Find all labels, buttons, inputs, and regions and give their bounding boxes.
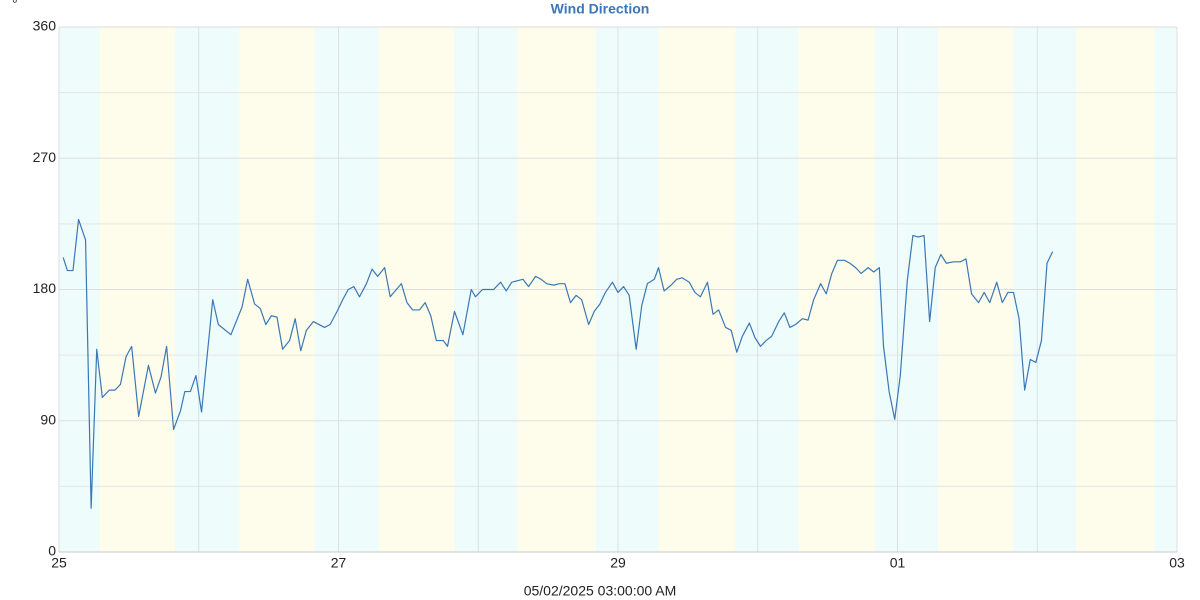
x-tick-label: 03: [1169, 555, 1185, 571]
y-tick-label: 90: [40, 411, 56, 427]
y-unit: °: [12, 0, 18, 12]
y-tick-label: 270: [33, 149, 57, 165]
y-tick-label: 0: [48, 543, 56, 559]
x-tick-label: 29: [610, 555, 626, 571]
x-tick-label: 27: [331, 555, 347, 571]
x-tick-label: 01: [890, 555, 906, 571]
wind-direction-line: [62, 218, 1054, 509]
y-tick-label: 180: [33, 280, 57, 296]
x-tick-label: 25: [51, 555, 67, 571]
chart-title: Wind Direction: [551, 1, 650, 17]
y-tick-label: 360: [33, 18, 57, 34]
time-readout: 05/02/2025 03:00:00 AM: [524, 583, 677, 599]
